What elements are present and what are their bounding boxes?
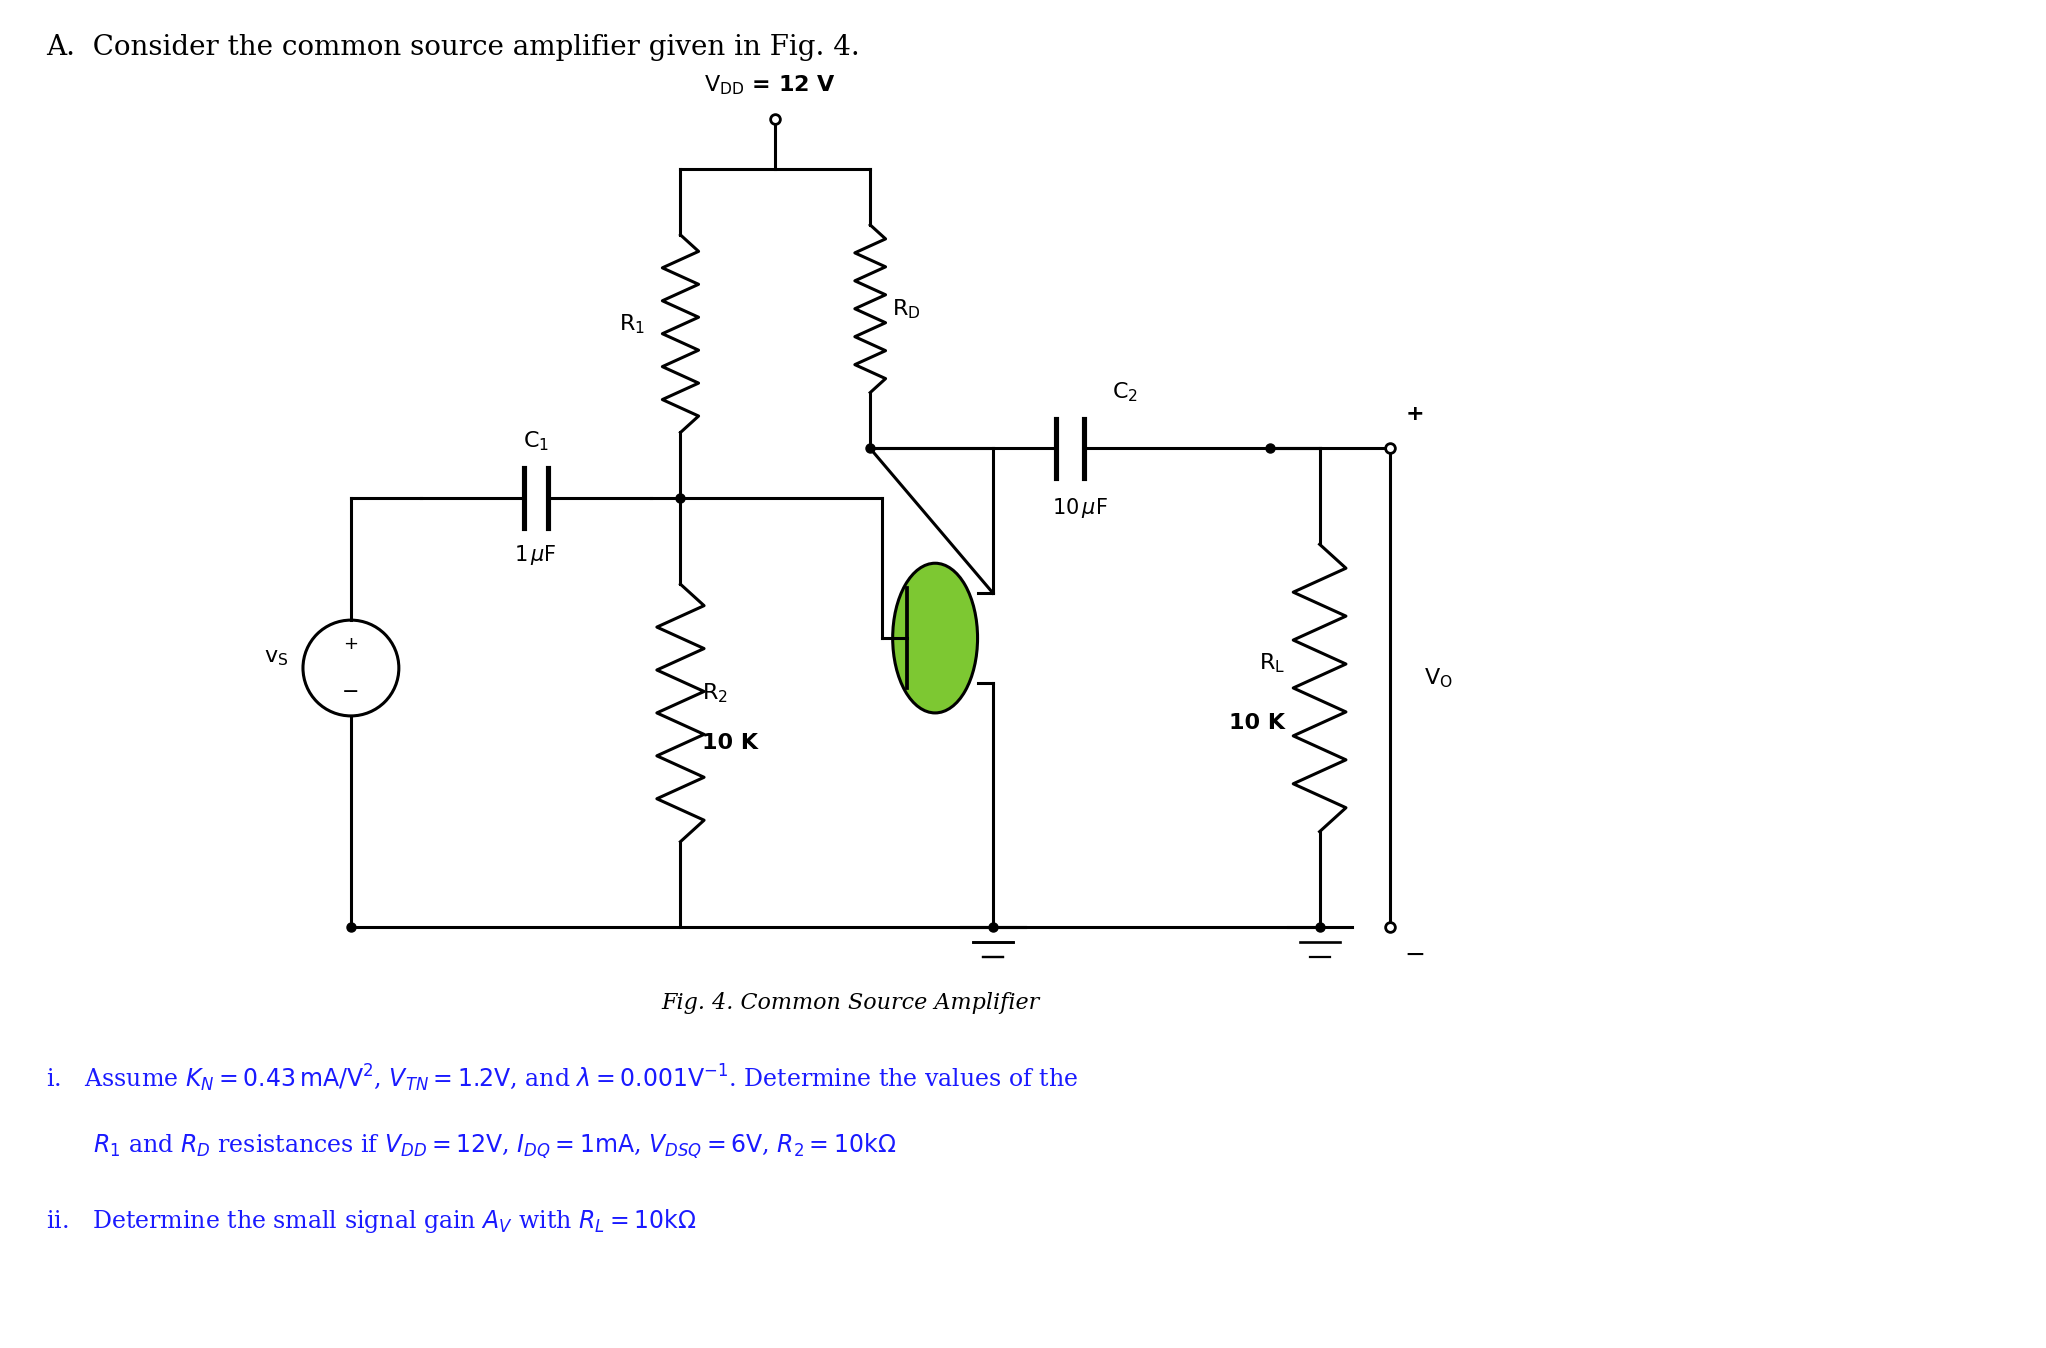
Text: $\mathrm{C_2}$: $\mathrm{C_2}$ — [1111, 380, 1138, 403]
Text: $\mathrm{R_D}$: $\mathrm{R_D}$ — [892, 297, 921, 321]
Text: −: − — [342, 682, 360, 702]
Text: 10 K: 10 K — [1230, 713, 1285, 733]
Text: ii. Determine the small signal gain $A_V$ with $R_L = 10\mathrm{k}\Omega$: ii. Determine the small signal gain $A_V… — [47, 1206, 698, 1235]
Text: Fig. 4. Common Source Amplifier: Fig. 4. Common Source Amplifier — [661, 992, 1039, 1014]
Text: $\mathrm{R_1}$: $\mathrm{R_1}$ — [620, 311, 647, 336]
Text: −: − — [1404, 944, 1424, 968]
Text: $\mathrm{V_{DD}}$ = 12 V: $\mathrm{V_{DD}}$ = 12 V — [704, 74, 837, 97]
Ellipse shape — [892, 563, 978, 713]
Text: $\mathrm{C_1}$: $\mathrm{C_1}$ — [522, 430, 548, 453]
Text: 10 K: 10 K — [702, 733, 759, 752]
Text: i. Assume $K_N = 0.43\,\mathrm{mA/V^2}$, $V_{TN} = 1.2\mathrm{V}$, and $\lambda : i. Assume $K_N = 0.43\,\mathrm{mA/V^2}$,… — [47, 1062, 1078, 1093]
Text: $1\,\mu\mathrm{F}$: $1\,\mu\mathrm{F}$ — [514, 543, 557, 568]
Text: $10\,\mu\mathrm{F}$: $10\,\mu\mathrm{F}$ — [1052, 496, 1109, 520]
Text: $\mathrm{R_L}$: $\mathrm{R_L}$ — [1258, 651, 1285, 675]
Text: $\mathrm{V_O}$: $\mathrm{V_O}$ — [1424, 666, 1453, 690]
Text: $\mathrm{v_S}$: $\mathrm{v_S}$ — [264, 648, 288, 669]
Text: +: + — [1406, 403, 1424, 423]
Text: $R_1$ and $R_D$ resistances if $V_{DD} = 12\mathrm{V}$, $I_{DQ} = 1\mathrm{mA}$,: $R_1$ and $R_D$ resistances if $V_{DD} =… — [47, 1132, 896, 1161]
Text: $\mathrm{R_2}$: $\mathrm{R_2}$ — [702, 681, 728, 705]
Text: A.  Consider the common source amplifier given in Fig. 4.: A. Consider the common source amplifier … — [47, 34, 859, 61]
Text: +: + — [344, 635, 358, 652]
